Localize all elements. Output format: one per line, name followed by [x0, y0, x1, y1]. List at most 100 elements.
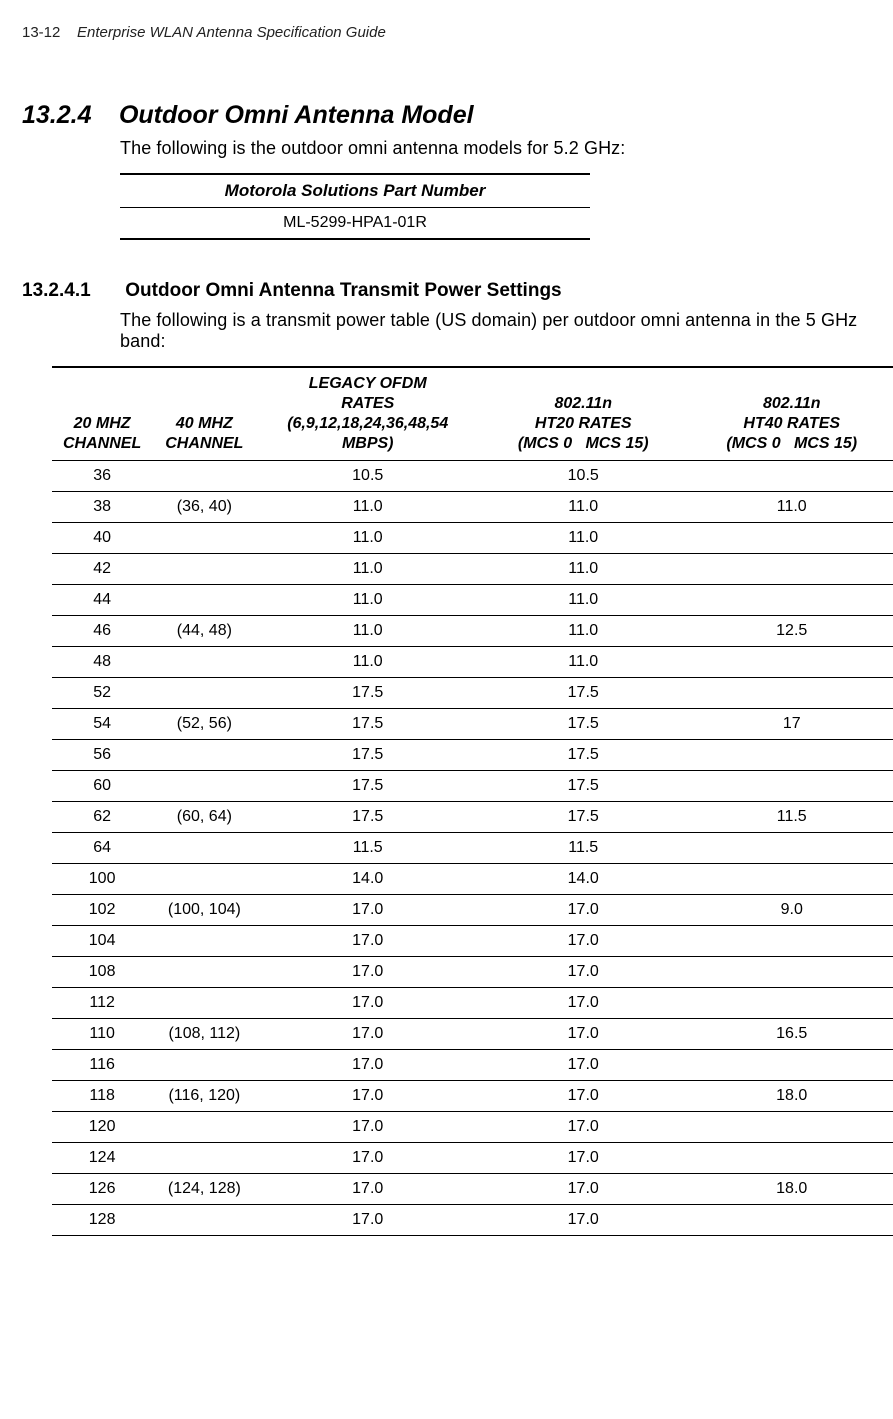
table-row: 64 11.511.5 — [52, 833, 893, 864]
table-cell: 11.0 — [479, 492, 687, 523]
table-row: 54(52, 56)17.517.517 — [52, 709, 893, 740]
table-cell: 17.0 — [256, 1205, 479, 1236]
table-cell — [687, 585, 893, 616]
table-cell — [687, 554, 893, 585]
table-cell — [152, 647, 256, 678]
table-cell: 17.0 — [479, 957, 687, 988]
table-cell — [687, 833, 893, 864]
table-cell: 112 — [52, 988, 152, 1019]
table-cell — [687, 678, 893, 709]
table-row: 12417.017.0 — [52, 1143, 893, 1174]
table-header-row: 20 MHZCHANNEL40 MHZCHANNELLEGACY OFDMRAT… — [52, 367, 893, 461]
table-cell: 56 — [52, 740, 152, 771]
table-cell: 17.0 — [256, 895, 479, 926]
table-cell — [152, 1112, 256, 1143]
table-row: 118(116, 120)17.017.018.0 — [52, 1081, 893, 1112]
table-cell: 120 — [52, 1112, 152, 1143]
table-row: 4211.011.0 — [52, 554, 893, 585]
table-cell: 100 — [52, 864, 152, 895]
table-cell — [152, 461, 256, 492]
subsection-number: 13.2.4.1 — [22, 280, 120, 302]
table-cell: 11.0 — [256, 492, 479, 523]
table-cell: 11.0 — [256, 616, 479, 647]
table-cell: 116 — [52, 1050, 152, 1081]
table-row: 4411.011.0 — [52, 585, 893, 616]
table-cell — [152, 957, 256, 988]
table-row: 4011.011.0 — [52, 523, 893, 554]
table-cell: 17.0 — [256, 1143, 479, 1174]
table-cell: 104 — [52, 926, 152, 957]
table-cell: 16.5 — [687, 1019, 893, 1050]
table-cell: (52, 56) — [152, 709, 256, 740]
table-cell — [152, 926, 256, 957]
table-cell — [152, 1050, 256, 1081]
table-cell — [152, 771, 256, 802]
table-cell: 17.0 — [256, 957, 479, 988]
table-cell — [687, 1143, 893, 1174]
table-row: 11217.017.0 — [52, 988, 893, 1019]
table-cell: 17.0 — [479, 1081, 687, 1112]
table-cell: 54 — [52, 709, 152, 740]
table-row: 126(124, 128)17.017.018.0 — [52, 1174, 893, 1205]
table-cell: 60 — [52, 771, 152, 802]
table-cell: 11.5 — [256, 833, 479, 864]
table-cell: 17.5 — [479, 771, 687, 802]
table-cell: (124, 128) — [152, 1174, 256, 1205]
table-cell: 102 — [52, 895, 152, 926]
table-row: 12017.017.0 — [52, 1112, 893, 1143]
table-cell — [687, 957, 893, 988]
table-cell: 17.0 — [256, 1112, 479, 1143]
table-cell — [687, 926, 893, 957]
table-cell: 11.0 — [256, 554, 479, 585]
table-cell: 18.0 — [687, 1081, 893, 1112]
table-cell: 17.5 — [256, 740, 479, 771]
table-header-cell: 40 MHZCHANNEL — [152, 367, 256, 461]
table-cell: 17.0 — [256, 1081, 479, 1112]
table-cell: 52 — [52, 678, 152, 709]
table-cell: 11.0 — [687, 492, 893, 523]
table-cell: 44 — [52, 585, 152, 616]
table-cell: 17.5 — [479, 740, 687, 771]
table-cell — [687, 1205, 893, 1236]
table-cell: 17.0 — [256, 926, 479, 957]
table-cell: 17.5 — [256, 771, 479, 802]
table-cell: 128 — [52, 1205, 152, 1236]
table-cell — [687, 1112, 893, 1143]
table-cell: 11.0 — [479, 585, 687, 616]
table-cell: 11.5 — [479, 833, 687, 864]
subsection-heading: 13.2.4.1 Outdoor Omni Antenna Transmit P… — [22, 280, 889, 302]
table-cell: 64 — [52, 833, 152, 864]
table-row: 10417.017.0 — [52, 926, 893, 957]
table-cell — [687, 647, 893, 678]
table-cell — [152, 554, 256, 585]
table-cell: 118 — [52, 1081, 152, 1112]
table-cell: 10.5 — [479, 461, 687, 492]
table-cell: (100, 104) — [152, 895, 256, 926]
table-cell: 17.0 — [256, 1019, 479, 1050]
table-cell: 126 — [52, 1174, 152, 1205]
running-header: 13-12 Enterprise WLAN Antenna Specificat… — [0, 0, 893, 41]
table-cell: 17.5 — [479, 802, 687, 833]
table-cell — [152, 833, 256, 864]
transmit-power-table: 20 MHZCHANNEL40 MHZCHANNELLEGACY OFDMRAT… — [52, 366, 893, 1236]
table-row: 46(44, 48)11.011.012.5 — [52, 616, 893, 647]
page-number: 13-12 — [22, 24, 60, 41]
table-row: 56 17.517.5 — [52, 740, 893, 771]
table-cell: 48 — [52, 647, 152, 678]
table-cell — [152, 678, 256, 709]
table-cell: 17 — [687, 709, 893, 740]
table-cell — [152, 523, 256, 554]
table-cell: 17.5 — [256, 678, 479, 709]
table-row: 10014.014.0 — [52, 864, 893, 895]
table-cell — [687, 1050, 893, 1081]
table-row: 128 17.017.0 — [52, 1205, 893, 1236]
table-cell: 17.0 — [256, 1174, 479, 1205]
table-cell: 11.0 — [479, 647, 687, 678]
table-row: 102(100, 104)17.017.09.0 — [52, 895, 893, 926]
table-cell: 11.5 — [687, 802, 893, 833]
table-cell — [687, 864, 893, 895]
table-cell: 11.0 — [256, 523, 479, 554]
table-cell: 17.0 — [479, 1205, 687, 1236]
table-cell: 46 — [52, 616, 152, 647]
table-cell: (108, 112) — [152, 1019, 256, 1050]
